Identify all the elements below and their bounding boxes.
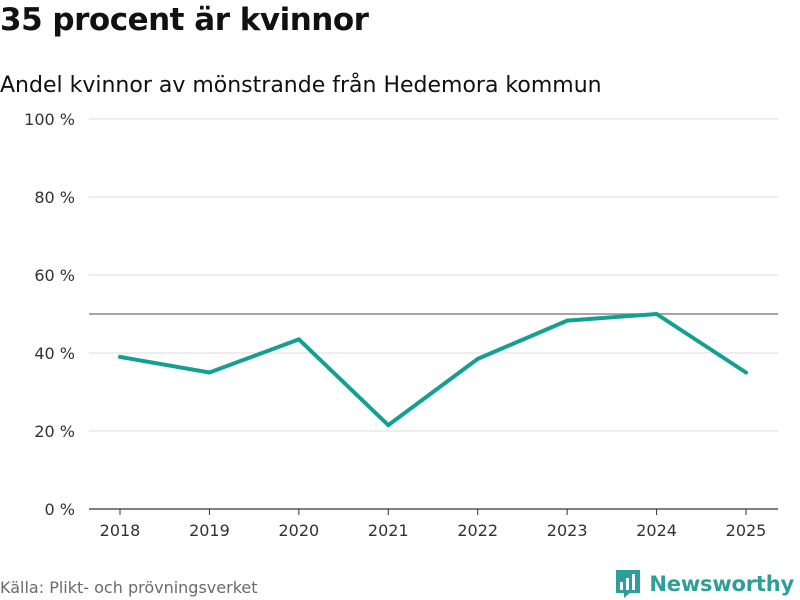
y-tick-label: 40 % bbox=[34, 344, 75, 363]
x-tick-label: 2021 bbox=[368, 521, 409, 540]
newsworthy-logo-icon bbox=[616, 570, 641, 598]
chart-title: 35 procent är kvinnor bbox=[0, 2, 369, 38]
x-tick-label: 2023 bbox=[547, 521, 588, 540]
brand-logo[interactable]: Newsworthy bbox=[615, 569, 794, 599]
x-tick-label: 2025 bbox=[726, 521, 767, 540]
source-note: Källa: Plikt- och prövningsverket bbox=[0, 578, 258, 597]
x-tick-label: 2020 bbox=[278, 521, 319, 540]
y-tick-label: 0 % bbox=[45, 500, 75, 519]
x-axis-ticks: 2018 2019 2020 2021 2022 2023 2024 2025 bbox=[100, 509, 767, 540]
data-point bbox=[207, 370, 212, 375]
data-point bbox=[565, 318, 570, 323]
x-tick-label: 2018 bbox=[100, 521, 141, 540]
x-tick-label: 2022 bbox=[457, 521, 498, 540]
brand-name: Newsworthy bbox=[649, 572, 794, 596]
data-point bbox=[386, 423, 391, 428]
y-tick-label: 60 % bbox=[34, 266, 75, 285]
data-point bbox=[475, 356, 480, 361]
y-tick-label: 100 % bbox=[24, 110, 75, 129]
y-axis-ticks: 0 % 20 % 40 % 60 % 80 % 100 % bbox=[24, 110, 75, 519]
series-line bbox=[119, 312, 748, 428]
data-point bbox=[296, 337, 301, 342]
data-point bbox=[744, 370, 748, 375]
series bbox=[118, 312, 748, 428]
chart-subtitle: Andel kvinnor av mönstrande från Hedemor… bbox=[0, 73, 602, 98]
y-tick-label: 20 % bbox=[34, 422, 75, 441]
y-tick-label: 80 % bbox=[34, 188, 75, 207]
x-tick-label: 2019 bbox=[189, 521, 230, 540]
gridlines bbox=[89, 118, 778, 510]
data-point bbox=[654, 312, 659, 316]
data-point bbox=[118, 354, 122, 359]
x-tick-label: 2024 bbox=[636, 521, 677, 540]
